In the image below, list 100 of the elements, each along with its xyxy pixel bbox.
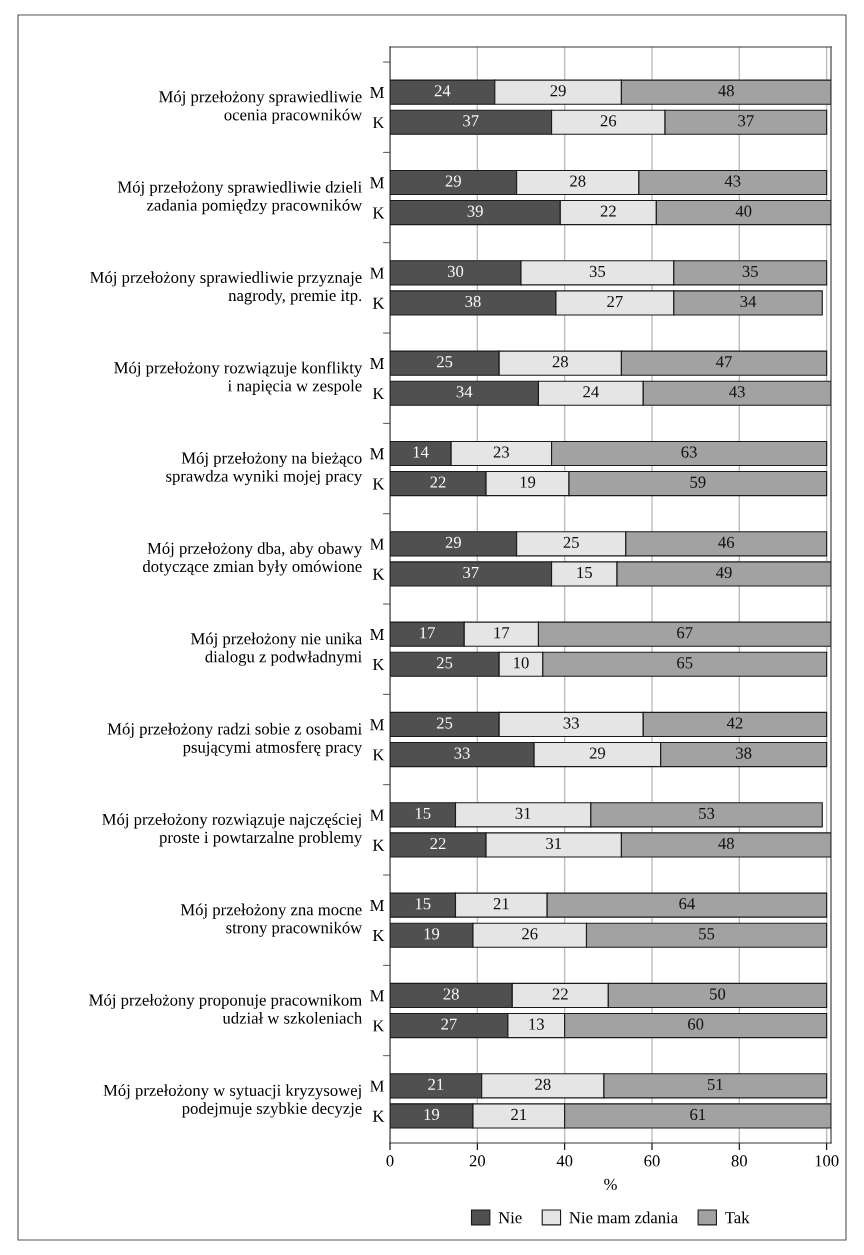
text: Mój przełożony rozwiązuje konflikty i napięcia w zespole: [114, 361, 363, 395]
data-label: 17: [420, 627, 435, 639]
text: Mój przełożony sprawiedliwie ocenia pracowników: [159, 90, 363, 124]
data-label: 53: [699, 807, 715, 819]
data-label: 33: [563, 717, 579, 729]
data-label: 29: [589, 747, 606, 759]
data-label: 14: [413, 446, 429, 458]
legend-label: Nie mam zdania: [569, 1211, 678, 1224]
data-label: 35: [742, 265, 758, 277]
data-label: 40: [735, 205, 752, 217]
y-tick-label: K: [372, 568, 385, 580]
y-tick-label: M: [370, 538, 384, 550]
text: Mój przełożony sprawiedliwie dzieli zadania pomiędzy pracowników: [117, 180, 363, 215]
data-label: 46: [718, 536, 735, 548]
data-label: 38: [465, 295, 481, 308]
data-label: 37: [463, 115, 479, 127]
y-tick-label: M: [370, 1080, 384, 1092]
data-label: 61: [690, 1108, 706, 1121]
x-tick-label: 40: [556, 1155, 573, 1167]
data-label: 37: [463, 566, 479, 579]
y-tick-label: K: [372, 1020, 385, 1032]
data-label: 24: [434, 85, 451, 97]
data-label: 43: [729, 386, 745, 398]
data-label: 24: [583, 386, 599, 398]
data-label: 34: [740, 295, 757, 308]
text: Mój przełożony rozwiązuje najczęściej proste i powtarzalne problemy: [102, 813, 363, 847]
data-label: 22: [430, 837, 446, 849]
y-tick-label: K: [372, 388, 385, 400]
data-label: 33: [454, 747, 470, 759]
x-tick-label: 0: [386, 1155, 394, 1167]
data-label: 25: [436, 356, 453, 368]
data-label: 26: [522, 928, 538, 940]
data-label: 27: [441, 1018, 457, 1030]
y-tick-label: M: [370, 719, 384, 731]
text: Mój przełożony sprawiedliwie przyznaje nagrody, premie itp.: [90, 271, 362, 305]
data-label: 15: [577, 566, 592, 579]
data-label: 10: [514, 657, 529, 669]
y-tick-label: K: [372, 117, 385, 129]
y-tick-label: M: [370, 267, 384, 279]
text: Mój przełożony nie unika dialogu z podwładnymi: [190, 632, 362, 666]
y-tick-label: M: [370, 900, 384, 911]
data-label: 60: [688, 1018, 704, 1030]
text: Mój przełożony na bieżąco sprawdza wyniki mojej pracy: [166, 451, 363, 486]
x-axis-title: %: [604, 1178, 617, 1191]
data-label: 49: [716, 566, 732, 579]
data-label: 19: [424, 1108, 440, 1121]
data-label: 25: [563, 536, 579, 548]
data-label: 28: [443, 988, 459, 1000]
x-tick-label: 60: [644, 1155, 660, 1167]
data-label: 48: [718, 85, 734, 97]
y-tick-label: K: [372, 659, 385, 671]
data-label: 13: [529, 1018, 544, 1030]
text: Mój przełożony w sytuacji kryzysowej podejmuje szybkie decyzje: [103, 1084, 362, 1118]
data-label: 30: [447, 265, 464, 277]
y-tick-label: K: [372, 297, 385, 309]
data-label: 28: [570, 175, 586, 187]
x-tick-label: 100: [815, 1155, 839, 1167]
data-label: 15: [415, 807, 431, 819]
data-label: 63: [681, 446, 697, 458]
y-tick-label: M: [370, 990, 384, 1002]
data-label: 26: [600, 115, 617, 127]
text: Mój przełożony dba, aby obawy dotyczące zmian były omówione: [142, 542, 363, 576]
y-tick-label: M: [370, 87, 384, 98]
data-label: 22: [600, 205, 616, 217]
y-tick-label: M: [370, 809, 384, 821]
data-label: 21: [493, 898, 509, 910]
y-tick-label: M: [370, 448, 384, 460]
legend-label: Nie: [498, 1212, 522, 1224]
data-label: 37: [738, 115, 754, 127]
x-tick-label: 80: [731, 1155, 747, 1167]
y-tick-label: M: [370, 177, 384, 189]
data-label: 50: [710, 988, 726, 1000]
y-tick-label: M: [370, 358, 384, 369]
data-label: 31: [546, 837, 562, 850]
data-label: 43: [724, 175, 741, 187]
data-label: 21: [428, 1078, 444, 1090]
data-label: 17: [494, 627, 510, 639]
data-label: 23: [493, 446, 510, 458]
data-label: 67: [677, 627, 693, 639]
data-label: 47: [716, 356, 732, 368]
data-label: 27: [607, 295, 623, 307]
y-tick-label: M: [370, 629, 384, 640]
data-label: 29: [445, 536, 461, 548]
data-label: 21: [511, 1108, 527, 1120]
data-label: 59: [690, 476, 706, 488]
data-label: 55: [699, 928, 715, 940]
data-label: 22: [552, 988, 568, 1000]
data-label: 28: [552, 356, 568, 368]
y-tick-label: K: [372, 930, 385, 942]
text: Mój przełożony radzi sobie z osobami psującymi atmosferę pracy: [107, 722, 363, 757]
data-label: 35: [589, 265, 606, 277]
data-label: 22: [430, 476, 446, 488]
y-tick-label: K: [372, 749, 385, 761]
data-label: 29: [550, 85, 566, 97]
text: Mój przełożony zna mocne strony pracowników: [180, 903, 363, 937]
data-label: 34: [456, 386, 473, 398]
y-tick-label: K: [372, 207, 385, 219]
data-label: 51: [707, 1078, 723, 1090]
y-tick-label: K: [372, 839, 385, 851]
text: Mój przełożony proponuje pracownikom udział w szkoleniach: [89, 993, 362, 1024]
